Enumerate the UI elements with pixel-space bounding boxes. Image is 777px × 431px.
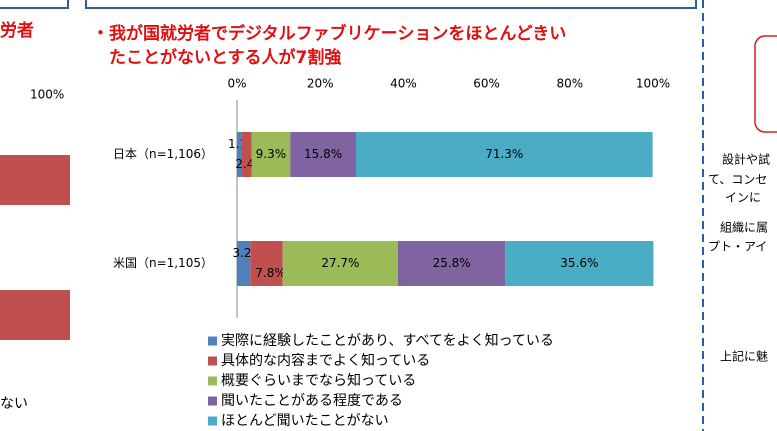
- value-label: 15.8%: [304, 147, 342, 161]
- value-label: 7.8%: [255, 266, 286, 280]
- legend-swatch: [208, 376, 217, 386]
- x-tick-label: 80%: [556, 77, 583, 91]
- fragment-tick: 100%: [30, 88, 64, 102]
- legend-label: 聞いたことがある程度である: [221, 393, 403, 409]
- legend-swatch: [208, 336, 217, 346]
- legend-label: 具体的な内容までよく知っている: [221, 352, 430, 369]
- y-tick-label: 日本（n=1,106）: [113, 147, 213, 161]
- fragment-text: 設計や試: [722, 152, 770, 167]
- fragment-text: 上記に魅: [720, 349, 768, 364]
- value-label: 25.8%: [433, 256, 471, 270]
- bar-segment: [282, 241, 398, 286]
- frame: [0, 0, 69, 9]
- partial-bar: [0, 290, 70, 340]
- fragment-text: インに: [725, 191, 761, 205]
- x-tick-label: 100%: [636, 77, 670, 91]
- fragment-text: プト・アイ: [708, 240, 767, 254]
- x-tick-label: 0%: [227, 77, 246, 91]
- fragment-legend: ない: [0, 396, 28, 412]
- legend-label: ほとんど聞いたことがない: [221, 413, 389, 429]
- partial-bar: [0, 155, 70, 205]
- bar-segment: [355, 132, 653, 177]
- frame: [754, 35, 777, 133]
- bar-segment: [237, 132, 242, 177]
- x-tick-label: 40%: [390, 77, 417, 91]
- legend-swatch: [208, 396, 217, 406]
- legend-label: 実際に経験したことがあり、すべてをよく知っている: [221, 332, 554, 349]
- bar-segment: [250, 241, 283, 286]
- legend-swatch: [208, 416, 217, 426]
- legend-label: 概要ぐらいまでなら知っている: [221, 372, 416, 389]
- chart-title: たことがないとする人が7割強: [109, 47, 341, 68]
- x-tick-label: 60%: [473, 77, 500, 91]
- bar-segment: [290, 132, 356, 177]
- x-tick-label: 20%: [307, 77, 334, 91]
- fragment-title: 労者: [0, 20, 34, 41]
- value-label: 9.3%: [256, 147, 287, 161]
- bar-segment: [505, 241, 654, 286]
- frame: [85, 0, 697, 9]
- chart-title: ・我が国就労者でデジタルファブリケーションをほとんどきい: [92, 23, 566, 44]
- fragment-text: て、コンセ: [708, 173, 767, 187]
- value-label: 35.6%: [560, 256, 598, 270]
- bar-segment: [251, 132, 291, 177]
- legend-swatch: [208, 356, 217, 366]
- y-tick-label: 米国（n=1,105）: [113, 256, 213, 270]
- bar-segment: [397, 241, 506, 286]
- bar-segment: [241, 132, 252, 177]
- value-label: 71.3%: [485, 147, 523, 161]
- fragment-text: 組織に属: [720, 221, 768, 235]
- value-label: 27.7%: [321, 256, 359, 270]
- bar-segment: [237, 241, 251, 286]
